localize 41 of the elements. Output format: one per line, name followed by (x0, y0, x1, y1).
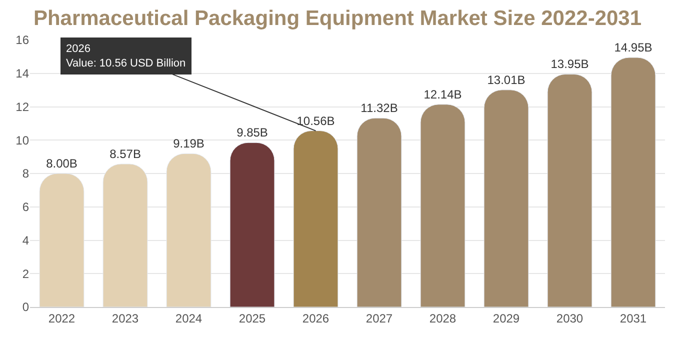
x-tick-label: 2024 (175, 311, 202, 326)
data-label: 14.95B (614, 40, 652, 55)
x-tick-label: 2026 (302, 311, 330, 326)
annotation: 2026 Value: 10.56 USD Billion (66, 43, 186, 70)
data-label: 13.01B (487, 72, 526, 87)
y-tick-label: 2 (22, 266, 30, 281)
y-tick-label: 10 (16, 133, 30, 148)
data-label: 12.14B (424, 87, 462, 102)
data-label: 9.85B (236, 126, 268, 140)
bar (293, 130, 338, 307)
bar (610, 57, 656, 307)
chart-title: Pharmaceutical Packaging Equipment Market Size 2022-2031 (33, 6, 642, 30)
data-label: 10.56B (296, 114, 335, 128)
x-tick-label: 2023 (112, 311, 139, 326)
x-tick-label: 2022 (48, 311, 76, 326)
y-tick-label: 14 (16, 66, 30, 81)
y-tick-label: 0 (22, 300, 30, 314)
x-tick-label: 2030 (556, 311, 584, 326)
data-label: 9.19B (173, 136, 204, 151)
y-tick-label: 16 (16, 33, 30, 48)
bar (420, 104, 466, 307)
data-label: 8.00B (46, 156, 78, 170)
y-tick-label: 6 (22, 200, 30, 214)
bar (102, 164, 148, 307)
data-label: 11.32B (360, 101, 398, 116)
bar (230, 142, 275, 307)
x-tick-label: 2025 (238, 311, 266, 326)
data-label: 8.57B (110, 146, 141, 161)
y-tick-label: 12 (16, 100, 30, 114)
bar (547, 74, 592, 307)
x-tick-label: 2031 (620, 311, 647, 326)
y-tick-label: 8 (22, 166, 30, 181)
y-tick-label: 4 (22, 233, 30, 248)
bar (356, 118, 402, 307)
data-label: 13.95B (550, 57, 589, 72)
bar (484, 90, 529, 307)
x-tick-label: 2028 (429, 311, 456, 326)
x-tick-label: 2029 (492, 311, 520, 326)
x-tick-label: 2027 (366, 311, 393, 326)
bar (166, 153, 212, 307)
bar (39, 173, 84, 307)
